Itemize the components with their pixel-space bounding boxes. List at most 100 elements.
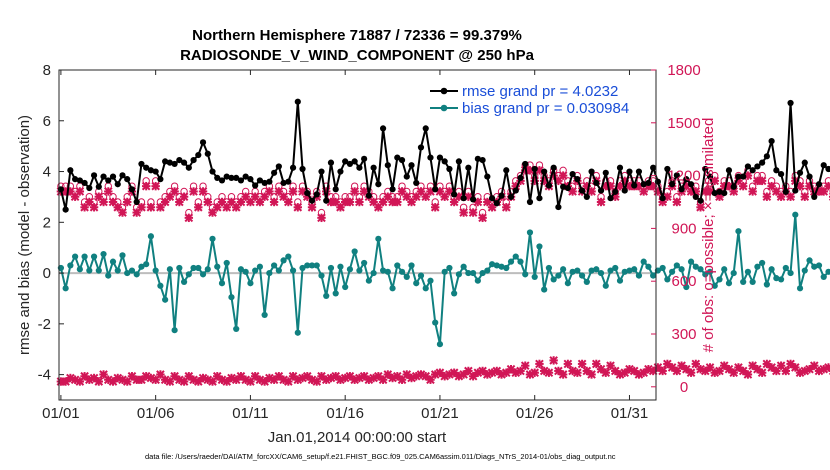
rmse-point	[706, 173, 714, 180]
bias-point	[640, 258, 647, 265]
rmse-point	[436, 154, 444, 161]
bias-point	[289, 267, 297, 274]
bias-point	[588, 267, 595, 274]
obs-assimilated-point	[506, 364, 516, 374]
bias-point	[138, 263, 145, 270]
bias-point	[209, 235, 216, 242]
bias-point	[72, 253, 79, 260]
obs-assimilated-point	[535, 359, 544, 369]
obs-assimilated-point	[549, 356, 558, 365]
bias-point	[578, 272, 586, 279]
bias-point	[100, 250, 107, 258]
obs-possible-point	[114, 198, 122, 206]
bias-point	[787, 269, 794, 277]
obs-assimilated-point	[118, 208, 127, 217]
bias-point	[716, 276, 723, 283]
rmse-point	[105, 177, 112, 184]
rmse-point	[252, 182, 259, 189]
bias-point	[271, 262, 278, 269]
rmse-point	[711, 190, 718, 197]
rmse-point	[687, 181, 695, 188]
obs-possible-point	[327, 193, 335, 201]
obs-assimilated-point	[672, 197, 682, 207]
bias-point	[541, 286, 548, 293]
obs-possible-point	[426, 182, 435, 190]
obs-possible-point	[218, 193, 226, 201]
rmse-point	[550, 164, 557, 171]
bias-point	[375, 235, 382, 242]
obs-assimilated-point	[184, 213, 194, 223]
bias-series	[57, 211, 830, 348]
rmse-point	[451, 191, 458, 198]
bias-point	[422, 285, 429, 292]
rmse-point	[569, 170, 576, 178]
rmse-point	[375, 181, 382, 188]
obs-assimilated-point	[284, 197, 293, 207]
obs-possible-point	[379, 193, 387, 201]
bias-point	[759, 259, 766, 267]
obs-possible-point	[317, 208, 326, 217]
rmse-series	[57, 98, 830, 213]
rmse-point	[517, 174, 524, 181]
obs-assimilated-point	[355, 197, 364, 207]
bias-point	[361, 259, 368, 267]
bias-point	[275, 267, 282, 274]
rmse-point	[138, 160, 145, 168]
rmse-point	[86, 184, 93, 192]
rmse-point	[446, 165, 453, 173]
rmse-point	[560, 183, 567, 190]
bias-point	[498, 263, 505, 270]
legend: rmse grand pr = 4.0232 bias grand pr = 0…	[430, 83, 629, 117]
rmse-point	[398, 157, 406, 164]
bias-point	[460, 263, 467, 270]
bias-point	[237, 266, 245, 273]
bias-point	[342, 283, 349, 291]
bias-point	[687, 258, 695, 265]
bias-point	[678, 266, 685, 273]
obs-possible-point	[289, 182, 297, 190]
obs-possible-point	[403, 187, 411, 196]
rmse-point	[815, 181, 823, 188]
bias-point	[403, 273, 410, 280]
bias-point	[446, 264, 453, 272]
legend-bias-marker	[440, 104, 448, 112]
obs-possible-point	[232, 198, 240, 206]
obs-possible-point	[189, 182, 198, 190]
obs-assimilated-point	[468, 208, 478, 217]
chart-title: Northern Hemisphere 71887 / 72336 = 99.3…	[192, 27, 522, 44]
bias-point	[242, 268, 249, 275]
obs-possible-point	[469, 203, 477, 211]
bias-point	[417, 272, 425, 279]
bias-point	[252, 267, 259, 274]
bias-point	[176, 264, 183, 272]
bias-point	[650, 272, 657, 279]
rmse-point	[171, 160, 178, 168]
rmse-point	[669, 181, 676, 188]
rmse-point	[114, 181, 121, 188]
bias-point	[166, 266, 173, 273]
bias-point	[199, 271, 207, 278]
rmse-point	[95, 183, 102, 190]
x-axis-label: Jan.01,2014 00:00:00 start	[268, 429, 447, 446]
rmse-point	[725, 167, 733, 174]
bias-point	[597, 269, 605, 277]
y2-axis-ticks: 0 300 600 900 1200 1500 1800	[651, 62, 701, 396]
bias-point	[266, 269, 273, 277]
obs-possible-point	[763, 187, 771, 196]
bias-point	[512, 253, 519, 260]
bias-point	[114, 267, 121, 274]
rmse-point	[157, 176, 164, 183]
bias-point	[782, 264, 789, 272]
rmse-point	[811, 193, 818, 201]
rmse-point	[759, 159, 766, 166]
rmse-point	[76, 177, 83, 184]
obs-possible-point	[142, 177, 150, 185]
obs-possible-point	[474, 193, 482, 201]
rmse-point	[536, 195, 543, 202]
bias-point	[522, 271, 529, 278]
bias-point	[190, 264, 197, 272]
rmse-point	[740, 173, 747, 180]
rmse-point	[588, 168, 595, 175]
rmse-point	[365, 192, 372, 199]
rmse-point	[422, 125, 429, 132]
